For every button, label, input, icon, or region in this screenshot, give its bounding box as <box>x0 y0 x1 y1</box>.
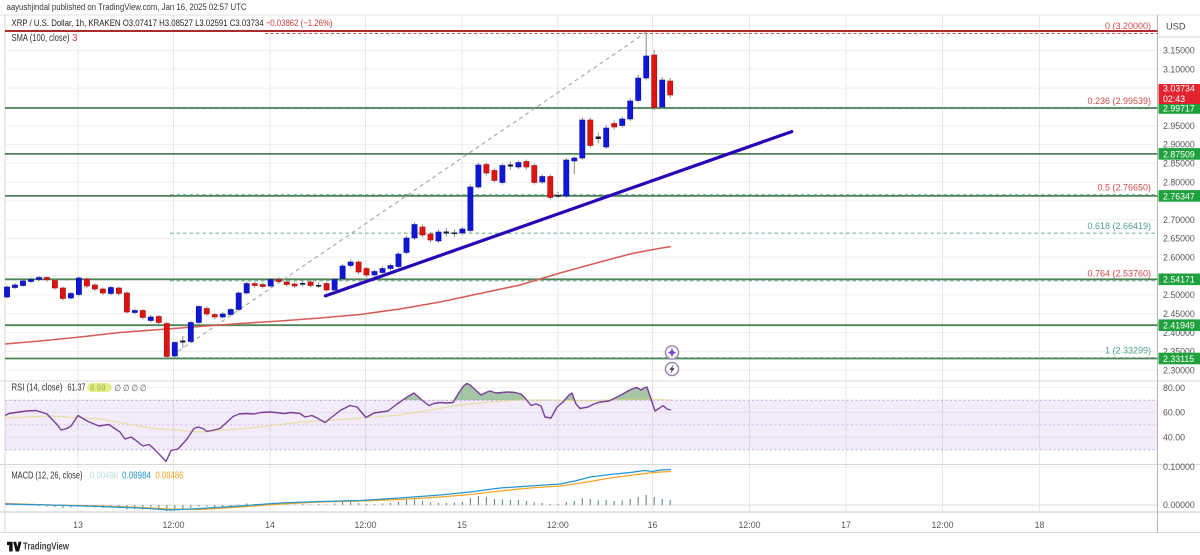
svg-text:61.37: 61.37 <box>68 383 86 394</box>
svg-text:12:00: 12:00 <box>354 520 376 530</box>
svg-text:2.70000: 2.70000 <box>1163 215 1195 225</box>
svg-text:2.45000: 2.45000 <box>1163 309 1195 319</box>
svg-text:2.30000: 2.30000 <box>1163 365 1195 375</box>
svg-text:2.60000: 2.60000 <box>1163 253 1195 263</box>
svg-text:2.85000: 2.85000 <box>1163 159 1195 169</box>
svg-text:2.41949: 2.41949 <box>1163 321 1195 331</box>
svg-text:16: 16 <box>648 520 658 530</box>
svg-text:XRP / U.S. Dollar, 1h, KRAKEN: XRP / U.S. Dollar, 1h, KRAKEN O3.07417 H… <box>12 18 333 29</box>
svg-text:3: 3 <box>72 33 78 44</box>
svg-text:2.54171: 2.54171 <box>1163 275 1195 285</box>
svg-text:2.99717: 2.99717 <box>1163 103 1195 113</box>
svg-text:14: 14 <box>265 520 275 530</box>
svg-text:0.08486: 0.08486 <box>156 471 184 482</box>
svg-text:2.50000: 2.50000 <box>1163 290 1195 300</box>
svg-text:0.618 (2.66419): 0.618 (2.66419) <box>1087 221 1151 231</box>
svg-text:17: 17 <box>841 520 851 530</box>
svg-text:2.76347: 2.76347 <box>1163 191 1195 201</box>
svg-text:2.35000: 2.35000 <box>1163 347 1195 357</box>
svg-text:SMA (100, close): SMA (100, close) <box>12 33 70 44</box>
svg-text:0.08984: 0.08984 <box>122 471 151 482</box>
svg-text:∅ ∅ ∅ ∅: ∅ ∅ ∅ ∅ <box>115 383 147 393</box>
svg-text:0.00000: 0.00000 <box>1163 500 1195 510</box>
svg-text:0.5 (2.76650): 0.5 (2.76650) <box>1097 183 1151 193</box>
svg-text:0.00498: 0.00498 <box>90 471 118 482</box>
svg-text:TradingView: TradingView <box>23 542 69 553</box>
svg-text:12:00: 12:00 <box>547 520 569 530</box>
svg-text:8.99: 8.99 <box>90 384 106 393</box>
svg-text:13: 13 <box>73 520 83 530</box>
svg-text:3.10000: 3.10000 <box>1163 65 1195 75</box>
svg-text:USD: USD <box>1166 22 1186 32</box>
svg-text:18: 18 <box>1035 520 1045 530</box>
svg-text:aayushjindal published on Trad: aayushjindal published on TradingView.co… <box>7 2 247 13</box>
svg-text:2.87509: 2.87509 <box>1163 149 1195 159</box>
svg-text:2.65000: 2.65000 <box>1163 234 1195 244</box>
svg-text:2.33115: 2.33115 <box>1163 354 1194 364</box>
svg-text:02:43: 02:43 <box>1163 94 1185 104</box>
svg-text:12:00: 12:00 <box>931 520 953 530</box>
svg-text:40.00: 40.00 <box>1163 433 1185 443</box>
svg-text:15: 15 <box>457 520 467 530</box>
svg-text:0.10000: 0.10000 <box>1163 462 1195 472</box>
svg-text:0.764 (2.53760): 0.764 (2.53760) <box>1087 269 1151 279</box>
svg-text:2.95000: 2.95000 <box>1163 121 1195 131</box>
svg-text:1 (2.33299): 1 (2.33299) <box>1105 346 1151 356</box>
svg-text:0 (3.20000): 0 (3.20000) <box>1105 21 1151 31</box>
svg-text:12:00: 12:00 <box>162 520 184 530</box>
svg-text:2.40000: 2.40000 <box>1163 328 1195 338</box>
svg-text:3.03734: 3.03734 <box>1163 84 1195 94</box>
svg-text:MACD (12, 26, close): MACD (12, 26, close) <box>12 471 83 482</box>
svg-text:0.236 (2.99539): 0.236 (2.99539) <box>1087 96 1151 106</box>
svg-text:2.90000: 2.90000 <box>1163 140 1195 150</box>
svg-text:RSI (14, close): RSI (14, close) <box>12 383 63 394</box>
svg-text:2.80000: 2.80000 <box>1163 177 1195 187</box>
svg-text:60.00: 60.00 <box>1163 408 1185 418</box>
svg-text:3.15000: 3.15000 <box>1163 46 1195 56</box>
svg-text:12:00: 12:00 <box>738 520 760 530</box>
svg-text:80.00: 80.00 <box>1163 383 1185 393</box>
